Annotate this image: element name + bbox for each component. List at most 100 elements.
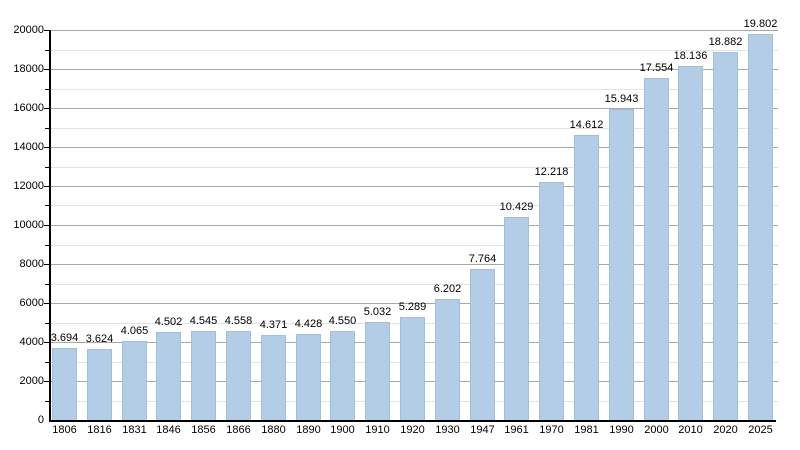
major-gridline	[51, 147, 778, 148]
x-axis-tick-label: 1961	[504, 424, 529, 436]
bar-value-label: 7.764	[468, 253, 497, 265]
y-major-tick	[44, 225, 49, 226]
bar-value-label: 14.612	[569, 119, 604, 131]
x-axis-tick-label: 2000	[644, 424, 669, 436]
bar	[191, 331, 216, 420]
x-axis-tick-label: 1806	[52, 424, 77, 436]
bar	[296, 334, 321, 420]
bar-value-label: 5.289	[398, 301, 427, 313]
x-axis-tick-label: 1856	[191, 424, 216, 436]
x-axis-tick-label: 1900	[330, 424, 355, 436]
y-major-tick	[44, 108, 49, 109]
major-gridline	[51, 69, 778, 70]
y-axis-tick-label: 14000	[13, 141, 44, 153]
minor-gridline	[51, 128, 778, 129]
bar-value-label: 12.218	[534, 166, 569, 178]
y-axis-tick-label: 20000	[13, 24, 44, 36]
y-axis-tick-label: 8000	[19, 258, 44, 270]
y-major-tick	[44, 381, 49, 382]
x-axis-tick-label: 2010	[678, 424, 703, 436]
x-axis-tick-label: 1880	[261, 424, 286, 436]
y-axis-line	[49, 30, 51, 422]
x-axis-tick-label: 1920	[400, 424, 425, 436]
bar-value-label: 15.943	[604, 93, 639, 105]
y-major-tick	[44, 186, 49, 187]
bar-value-label: 4.428	[294, 318, 323, 330]
bar	[87, 349, 112, 420]
minor-gridline	[51, 167, 778, 168]
y-minor-tick	[45, 205, 49, 206]
x-axis-tick-label: 1981	[574, 424, 599, 436]
major-gridline	[51, 303, 778, 304]
bar	[122, 341, 147, 420]
major-gridline	[51, 108, 778, 109]
bar-value-label: 6.202	[433, 283, 462, 295]
bar	[609, 109, 634, 420]
bar-value-label: 4.371	[259, 319, 288, 331]
x-axis-tick-label: 1990	[609, 424, 634, 436]
bar	[156, 332, 181, 420]
bar	[574, 135, 599, 420]
y-minor-tick	[45, 128, 49, 129]
y-major-tick	[44, 264, 49, 265]
y-axis-tick-label: 4000	[19, 336, 44, 348]
x-axis-tick-label: 1910	[365, 424, 390, 436]
y-axis-tick-label: 10000	[13, 219, 44, 231]
bar	[713, 52, 738, 420]
bar	[504, 217, 529, 420]
x-axis-tick-label: 1831	[122, 424, 147, 436]
bar-value-label: 4.558	[224, 315, 253, 327]
major-gridline	[51, 225, 778, 226]
y-axis-tick-label: 6000	[19, 297, 44, 309]
bar-value-label: 19.802	[743, 18, 778, 30]
major-gridline	[51, 30, 778, 31]
y-axis-tick-label: 18000	[13, 63, 44, 75]
major-gridline	[51, 264, 778, 265]
x-axis-tick-label: 1846	[156, 424, 181, 436]
y-axis-tick-label: 0	[37, 414, 44, 426]
y-axis-tick-label: 12000	[13, 180, 44, 192]
bar	[261, 335, 286, 420]
x-axis-tick-label: 2025	[748, 424, 773, 436]
bar-value-label: 4.550	[328, 315, 357, 327]
bar	[400, 317, 425, 420]
minor-gridline	[51, 245, 778, 246]
bar-value-label: 4.545	[189, 315, 218, 327]
bar	[678, 66, 703, 420]
bar	[365, 322, 390, 420]
bar-value-label: 17.554	[639, 62, 674, 74]
x-axis-tick-label: 1930	[435, 424, 460, 436]
bar-value-label: 10.429	[499, 201, 534, 213]
bar	[330, 331, 355, 420]
y-minor-tick	[45, 323, 49, 324]
minor-gridline	[51, 50, 778, 51]
bar-value-label: 3.694	[50, 332, 79, 344]
bar	[748, 34, 773, 420]
x-axis-line	[49, 420, 776, 422]
y-major-tick	[44, 303, 49, 304]
bar-value-label: 4.065	[120, 325, 149, 337]
minor-gridline	[51, 284, 778, 285]
bar	[539, 182, 564, 420]
bar-value-label: 4.502	[154, 316, 183, 328]
y-major-tick	[44, 69, 49, 70]
x-axis-tick-label: 1947	[470, 424, 495, 436]
major-gridline	[51, 186, 778, 187]
y-major-tick	[44, 30, 49, 31]
bar-value-label: 18.882	[708, 36, 743, 48]
y-minor-tick	[45, 362, 49, 363]
minor-gridline	[51, 205, 778, 206]
y-minor-tick	[45, 167, 49, 168]
bar-value-label: 3.624	[85, 333, 114, 345]
bar	[470, 269, 495, 420]
y-axis-tick-label: 2000	[19, 375, 44, 387]
y-minor-tick	[45, 89, 49, 90]
y-minor-tick	[45, 50, 49, 51]
y-minor-tick	[45, 245, 49, 246]
x-axis-tick-label: 1866	[226, 424, 251, 436]
x-axis-tick-label: 1970	[539, 424, 564, 436]
bar	[52, 348, 77, 420]
x-axis-tick-label: 1816	[87, 424, 112, 436]
x-axis-tick-label: 1890	[296, 424, 321, 436]
